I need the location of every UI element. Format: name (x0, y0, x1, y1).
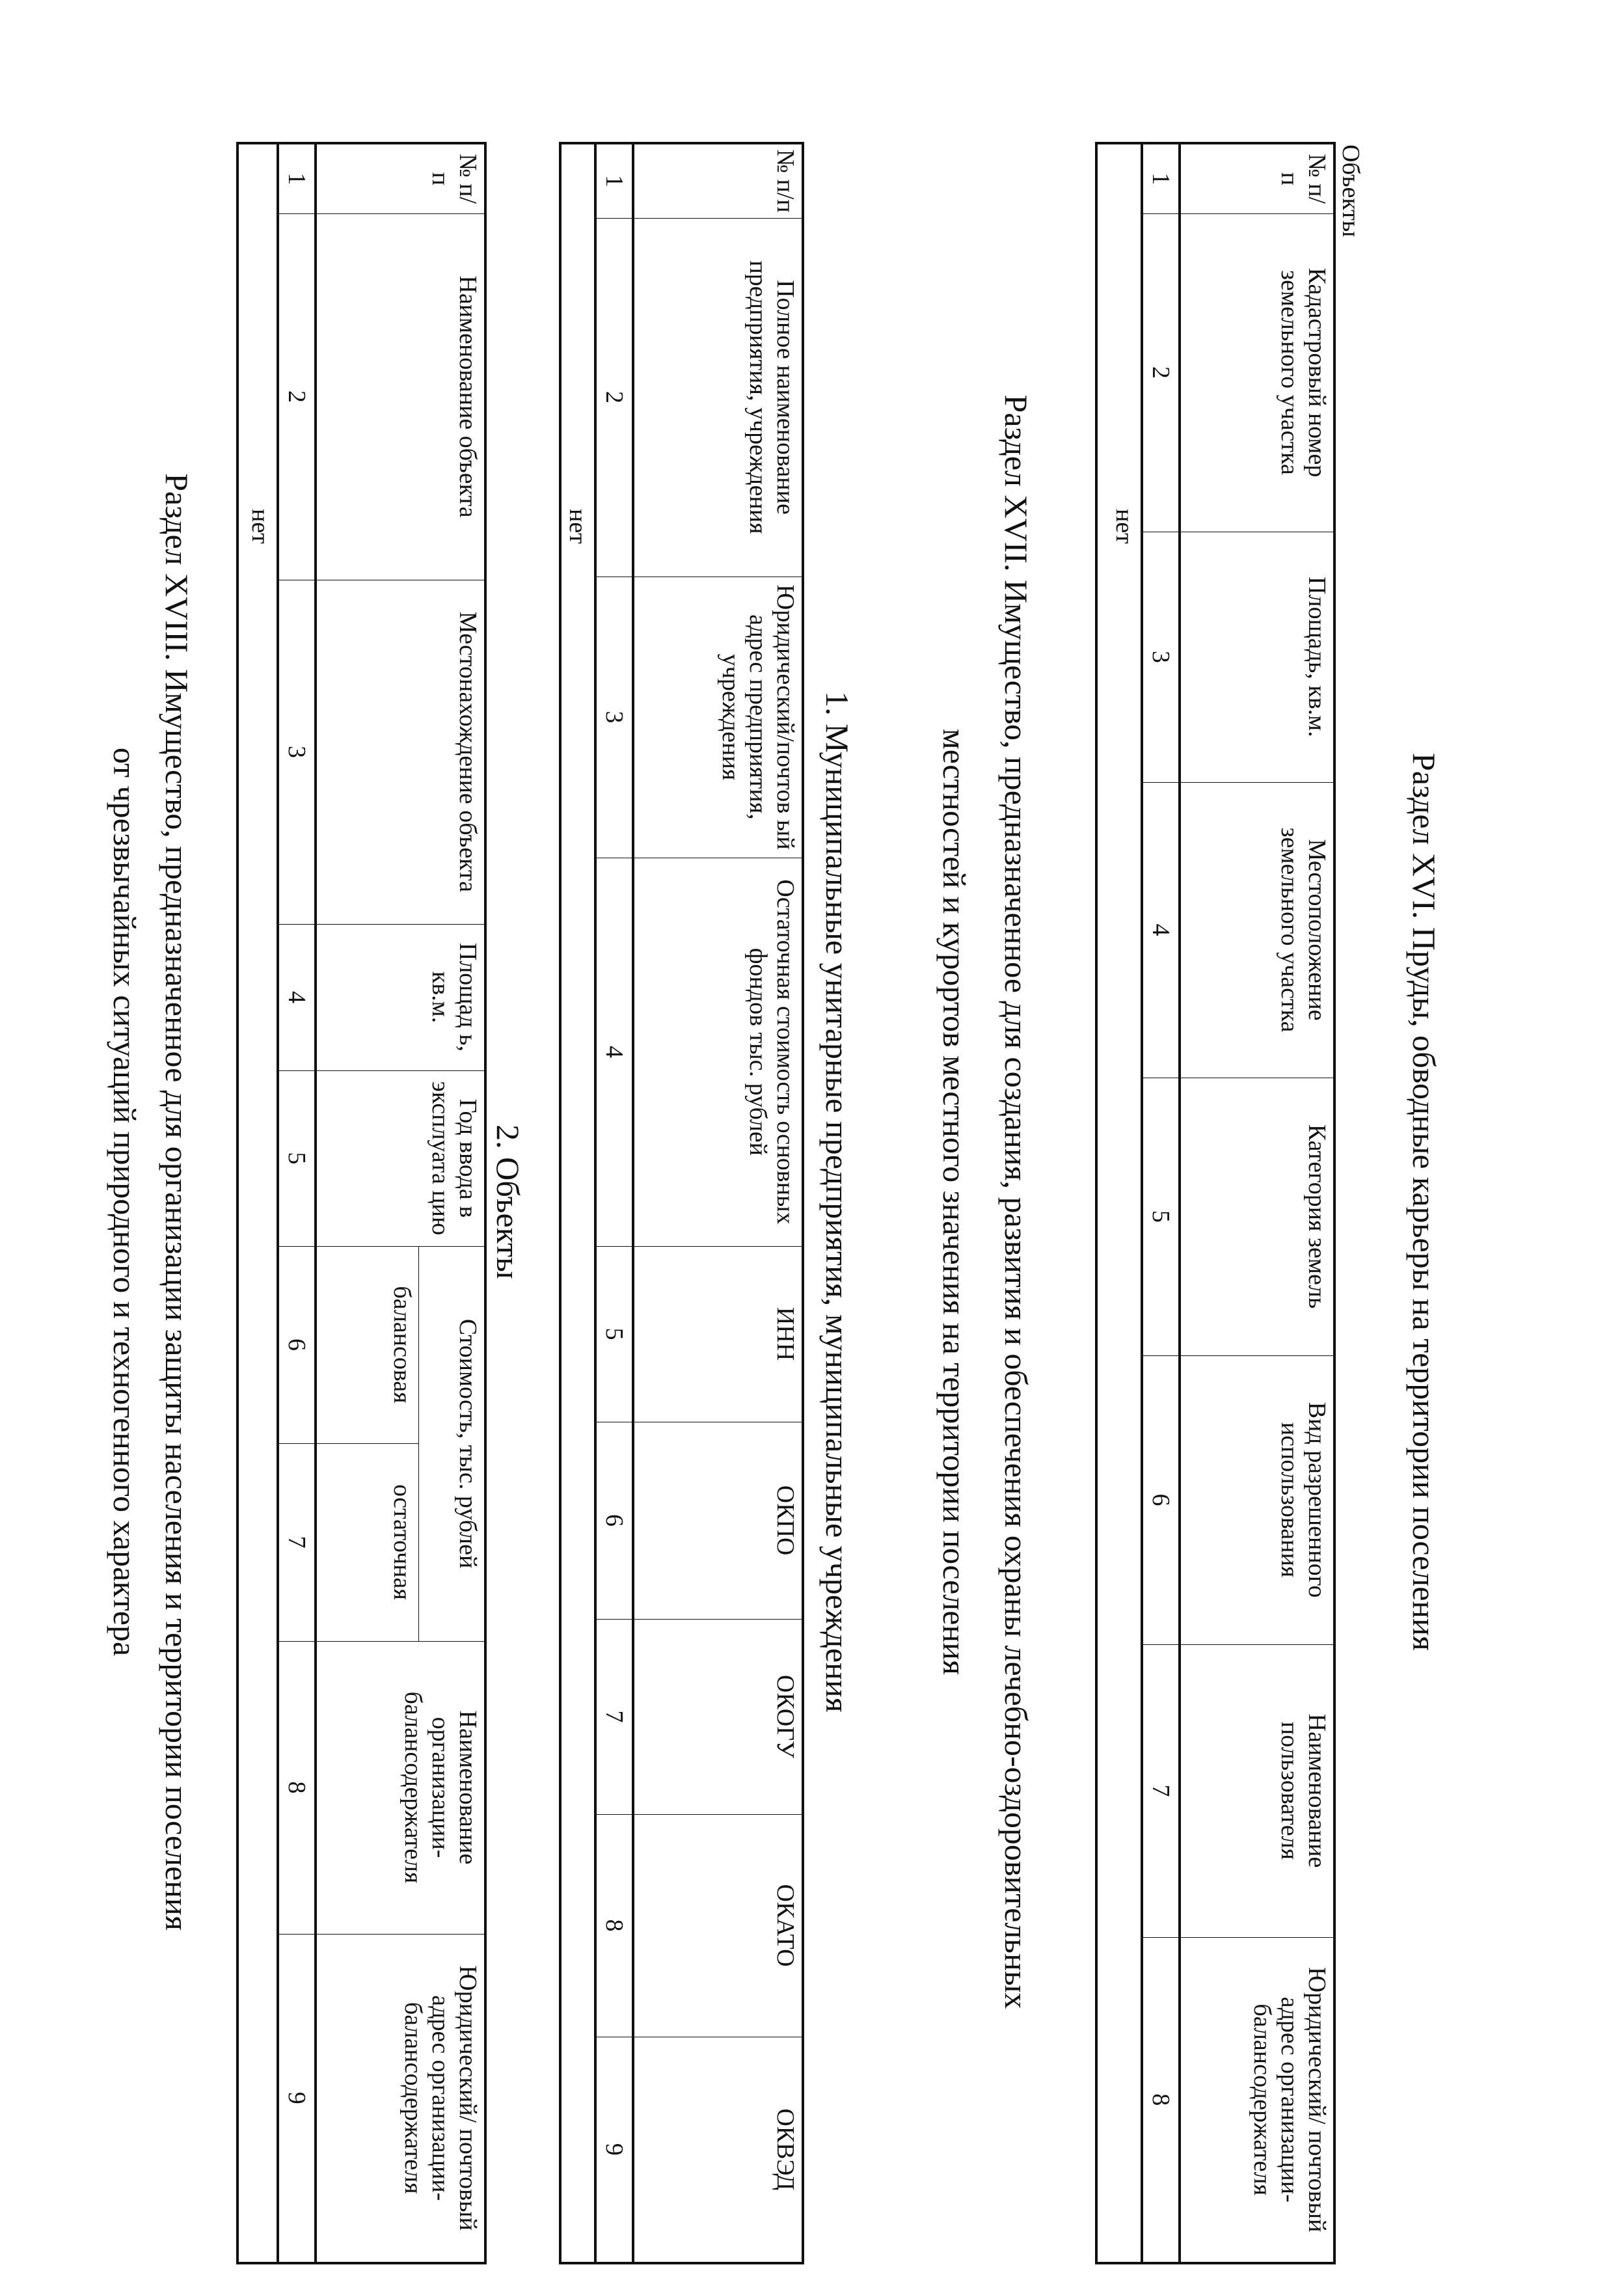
empty-cell: нет (1096, 143, 1142, 2263)
column-header: ИНН (633, 1246, 803, 1422)
column-header: № п/п (633, 143, 803, 218)
column-header: Юридический/почтов ый адрес предприятия,… (633, 577, 803, 858)
column-number: 6 (278, 1246, 316, 1443)
column-number: 5 (595, 1246, 633, 1422)
section-17-title-line2: местностей и курортов местного значения … (936, 729, 973, 1675)
empty-cell: нет (560, 143, 595, 2263)
column-number: 7 (1142, 1644, 1180, 1937)
section-18-title-line2: от чрезвычайных ситуаций природного и те… (107, 747, 143, 1657)
column-header: № п/п (316, 143, 485, 213)
column-number: 4 (1142, 782, 1180, 1078)
column-number: 5 (1142, 1078, 1180, 1355)
column-header: Категория земель (1180, 1078, 1334, 1355)
column-number: 3 (1142, 532, 1180, 782)
column-number: 8 (1142, 1937, 1180, 2263)
column-number: 3 (278, 580, 316, 924)
column-number: 9 (595, 2037, 633, 2263)
column-number: 1 (595, 143, 633, 218)
column-number: 7 (595, 1619, 633, 1814)
column-header: ОКОГУ (633, 1619, 803, 1814)
table-row: нет (1096, 143, 1142, 2263)
column-header: ОКПО (633, 1422, 803, 1619)
enterprises-subtitle: 1. Муниципальные унитарные предприятия, … (819, 691, 856, 1713)
column-number: 5 (278, 1070, 316, 1246)
column-header: № п/ п (1180, 143, 1334, 213)
column-number-row: 1 2 3 4 5 6 7 8 (1142, 143, 1180, 2263)
column-header: Местоположение земельного участка (1180, 782, 1334, 1078)
enterprises-table: № п/п Полное наименование предприятия, у… (559, 142, 804, 2264)
table-row: нет (237, 143, 278, 2264)
table-header-row: № п/п Полное наименование предприятия, у… (633, 143, 803, 2263)
column-number: 4 (595, 858, 633, 1246)
column-header: Наименование пользователя (1180, 1644, 1334, 1937)
column-number: 2 (278, 213, 316, 580)
table-header-row: № п/п Наименование объекта Местонахожден… (316, 143, 485, 2264)
column-header: Год ввода в эксплуата цию (316, 1070, 485, 1246)
column-number: 1 (1142, 143, 1180, 213)
column-number: 7 (278, 1443, 316, 1642)
column-header: Вид разрешенного использования (1180, 1355, 1334, 1644)
column-number-row: 1 2 3 4 5 6 7 8 9 (278, 143, 316, 2264)
section-18-title-line1: Раздел XVIII. Имущество, предназначенное… (159, 473, 195, 1931)
column-subheader: балансовая (316, 1246, 419, 1443)
section-16-title: Раздел XVI. Пруды, обводные карьеры на т… (1406, 753, 1442, 1651)
column-header: Кадастровый номер земельного участка (1180, 213, 1334, 532)
column-header: ОКВЭД (633, 2037, 803, 2263)
column-number: 8 (278, 1641, 316, 1935)
column-header: Площад ь, кв.м. (316, 924, 485, 1070)
column-number: 1 (278, 143, 316, 213)
column-header: Площадь, кв.м. (1180, 532, 1334, 782)
column-header: Наименование объекта (316, 213, 485, 580)
column-header: Юридический/ почтовый адрес организации-… (1180, 1937, 1334, 2263)
empty-cell: нет (237, 143, 278, 2264)
column-header: Стоимость, тыс. рублей (419, 1246, 485, 1642)
column-number: 2 (595, 218, 633, 577)
column-number: 6 (1142, 1355, 1180, 1644)
column-number-row: 1 2 3 4 5 6 7 8 9 (595, 143, 633, 2263)
objects-subtitle: 2. Объекты (490, 1124, 526, 1279)
column-number: 6 (595, 1422, 633, 1619)
table-header-row: № п/ п Кадастровый номер земельного учас… (1180, 143, 1334, 2263)
column-header: ОКАТО (633, 1814, 803, 2037)
objects-table: № п/п Наименование объекта Местонахожден… (236, 142, 487, 2265)
column-subheader: остаточная (316, 1443, 419, 1642)
column-header: Остаточная стоимость основных фондов тыс… (633, 858, 803, 1246)
column-number: 3 (595, 577, 633, 858)
table-row: нет (560, 143, 595, 2263)
column-number: 4 (278, 924, 316, 1070)
column-header: Наименование организации-балансодержател… (316, 1641, 485, 1935)
column-number: 9 (278, 1934, 316, 2264)
column-number: 2 (1142, 213, 1180, 532)
section-17-title-line1: Раздел XVII. Имущество, предназначенное … (998, 394, 1035, 2009)
ponds-table: № п/ п Кадастровый номер земельного учас… (1095, 142, 1336, 2264)
column-header: Юридический/ почтовый адрес организации-… (316, 1934, 485, 2264)
column-number: 8 (595, 1814, 633, 2037)
objects-caption: Объекты (1337, 144, 1364, 238)
column-header: Местонахождение объекта (316, 580, 485, 924)
column-header: Полное наименование предприятия, учрежде… (633, 218, 803, 577)
